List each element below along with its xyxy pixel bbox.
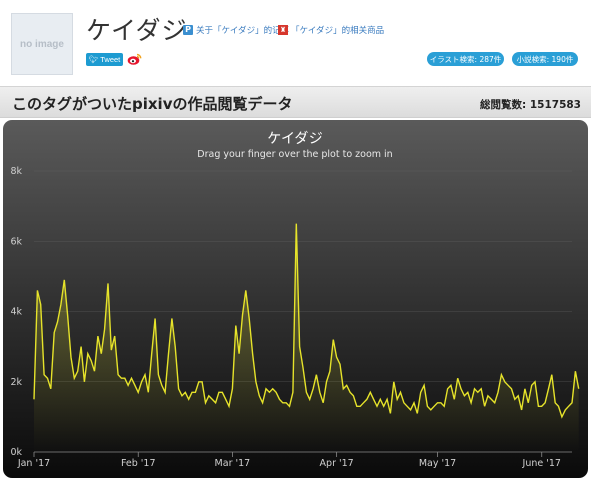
total-views-label: 総閲覧数: <box>479 99 527 111</box>
x-tick-label: Mar '17 <box>215 458 251 469</box>
shop-icon: ♜ <box>278 25 288 35</box>
tag-product-link[interactable]: ♜ 「ケイダジ」的相关商品 <box>278 24 384 36</box>
section-header: このタグがついたpixivの作品閲覧データ 総閲覧数: 1517583 <box>0 86 591 118</box>
views-chart[interactable]: 0k 2k 4k 6k 8k Jan '17 Feb '17 Mar '17 Apr '17 M… <box>0 119 591 480</box>
no-image-label: no image <box>20 38 64 50</box>
x-tick-label: Feb '17 <box>121 458 156 469</box>
twitter-bird-icon: 🐦︎ <box>88 55 99 64</box>
chart-subtitle: Drag your finger over the plot to zoom i… <box>197 149 392 160</box>
chart-title: ケイダジ <box>267 131 322 147</box>
x-tick-label: Jan '17 <box>17 458 50 469</box>
y-tick-label: 8k <box>10 166 22 177</box>
tweet-label: Tweet <box>100 55 121 64</box>
x-tick-label: May '17 <box>419 458 456 469</box>
total-views-value: 1517583 <box>529 99 581 111</box>
tag-header: no image ケイダジ P 关于「ケイダジ」的记事 ♜ 「ケイダジ」的相关商… <box>0 0 591 86</box>
views-chart-svg[interactable]: 0k 2k 4k 6k 8k Jan '17 Feb '17 Mar '17 Apr '17 M… <box>0 119 591 480</box>
y-tick-label: 0k <box>10 447 22 458</box>
novel-search-button[interactable]: 小説検索: 190件 <box>512 52 578 66</box>
illust-search-button[interactable]: イラスト検索: 287件 <box>427 52 504 66</box>
tag-thumbnail-placeholder: no image <box>11 13 73 75</box>
series-area <box>34 223 579 452</box>
tag-article-link[interactable]: P 关于「ケイダジ」的记事 <box>183 24 289 36</box>
tag-title: ケイダジ <box>86 16 188 45</box>
pixiv-icon: P <box>183 25 193 35</box>
tag-product-link-label: 「ケイダジ」的相关商品 <box>291 26 385 36</box>
series-line <box>33 223 580 419</box>
illust-search-label: イラスト検索: 287件 <box>429 54 502 64</box>
y-tick-label: 4k <box>10 307 22 318</box>
weibo-share-icon[interactable] <box>127 52 142 66</box>
tag-article-link-label: 关于「ケイダジ」的记事 <box>196 26 290 36</box>
novel-search-label: 小説検索: 190件 <box>516 54 574 64</box>
y-tick-label: 6k <box>10 236 22 247</box>
y-tick-label: 2k <box>10 377 22 388</box>
total-views: 総閲覧数: 1517583 <box>480 97 581 112</box>
x-tick-label: Apr '17 <box>320 458 354 469</box>
x-tick-label: June '17 <box>522 458 561 469</box>
tweet-button[interactable]: 🐦︎ Tweet <box>86 53 123 66</box>
section-title: このタグがついたpixivの作品閲覧データ <box>12 95 293 113</box>
